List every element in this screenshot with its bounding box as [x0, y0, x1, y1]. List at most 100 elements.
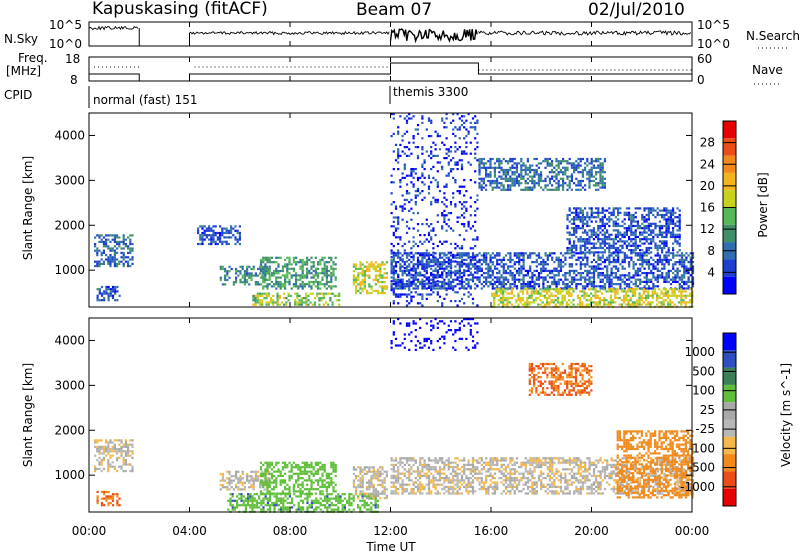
echo-cell	[617, 261, 620, 264]
echo-cell	[497, 303, 500, 306]
echo-cell	[268, 463, 271, 467]
echo-cell	[377, 281, 380, 284]
echo-cell	[489, 157, 492, 161]
echo-cell	[305, 297, 308, 300]
echo-cell	[122, 470, 125, 473]
echo-cell	[485, 258, 488, 261]
echo-cell	[443, 280, 446, 283]
echo-cell	[531, 175, 534, 178]
echo-cell	[113, 258, 116, 261]
echo-cell	[517, 292, 520, 295]
echo-cell	[441, 201, 444, 204]
echo-cell	[669, 233, 672, 236]
echo-cell	[592, 272, 596, 275]
echo-cell	[250, 276, 253, 279]
echo-cell	[603, 283, 607, 286]
echo-cell	[471, 280, 475, 283]
echo-cell	[621, 240, 624, 243]
echo-cell	[634, 288, 637, 291]
echo-cell	[586, 258, 589, 261]
echo-cell	[421, 121, 424, 124]
echo-cell	[632, 220, 635, 223]
echo-cell	[290, 263, 293, 266]
echo-cell	[491, 252, 494, 255]
echo-cell	[592, 301, 595, 304]
echo-cell	[441, 276, 444, 279]
echo-cell	[463, 262, 466, 265]
echo-cell	[662, 301, 665, 304]
echo-cell	[261, 276, 264, 279]
echo-cell	[557, 162, 560, 165]
echo-cell	[595, 211, 598, 214]
echo-cell	[105, 439, 108, 442]
beam-title: Beam 07	[356, 0, 432, 20]
echo-cell	[656, 235, 659, 239]
echo-cell	[656, 292, 659, 295]
echo-cell	[630, 224, 633, 228]
echo-cell	[107, 292, 110, 295]
echo-cell	[243, 278, 246, 282]
echo-cell	[460, 285, 464, 288]
echo-cell	[678, 238, 681, 241]
echo-cell	[425, 278, 428, 281]
echo-cell	[520, 171, 523, 174]
echo-cell	[98, 290, 101, 293]
echo-cell	[489, 171, 492, 174]
echo-cell	[96, 247, 99, 250]
echo-cell	[669, 231, 672, 234]
echo-cell	[526, 288, 529, 291]
echo-cell	[652, 213, 655, 217]
echo-cell	[363, 281, 366, 284]
echo-cell	[98, 439, 101, 442]
echo-cell	[265, 297, 268, 300]
echo-cell	[290, 274, 293, 277]
echo-cell	[674, 211, 677, 214]
echo-cell	[199, 234, 202, 237]
echo-cell	[259, 490, 263, 493]
echo-cell	[379, 274, 382, 277]
echo-cell	[370, 287, 373, 290]
echo-cell	[654, 265, 657, 268]
echo-cell	[658, 229, 661, 232]
echo-cell	[205, 234, 208, 237]
echo-cell	[590, 162, 593, 165]
echo-cell	[261, 299, 264, 302]
echo-cell	[432, 242, 435, 245]
echo-cell	[259, 461, 263, 464]
echo-cell	[628, 274, 631, 277]
echo-cell	[288, 272, 291, 275]
echo-cell	[392, 254, 395, 257]
echo-cell	[432, 247, 435, 250]
echo-cell	[570, 251, 573, 254]
echo-cell	[627, 303, 630, 306]
echo-cell	[555, 182, 558, 185]
echo-cell	[410, 291, 413, 294]
echo-cell	[535, 157, 538, 161]
echo-cell	[456, 263, 459, 266]
echo-cell	[595, 267, 598, 270]
echo-cell	[295, 272, 298, 275]
echo-cell	[317, 261, 320, 264]
echo-cell	[129, 243, 132, 246]
echo-cell	[98, 262, 101, 265]
echo-cell	[562, 265, 565, 268]
echo-cell	[392, 302, 395, 305]
echo-cell	[355, 285, 358, 288]
echo-cell	[221, 227, 224, 230]
echo-cell	[665, 256, 668, 259]
echo-cell	[513, 166, 516, 169]
echo-cell	[621, 251, 624, 254]
echo-cell	[312, 276, 315, 279]
echo-cell	[416, 263, 420, 266]
echo-cell	[656, 249, 659, 252]
echo-cell	[518, 280, 521, 283]
echo-cell	[661, 267, 664, 270]
echo-cell	[526, 280, 530, 283]
echo-cell	[243, 276, 246, 279]
echo-cell	[331, 301, 334, 304]
echo-cell	[498, 254, 501, 257]
echo-cell	[463, 285, 466, 288]
echo-cell	[338, 299, 341, 302]
echo-cell	[228, 270, 231, 273]
echo-cell	[573, 246, 576, 250]
